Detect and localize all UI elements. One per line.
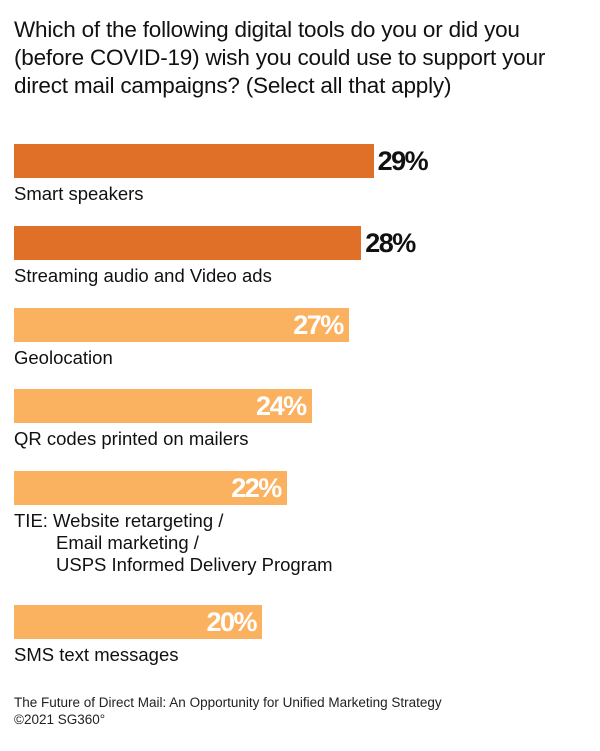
category-label-5: TIE: Website retargeting / Email marketin… <box>14 510 333 576</box>
category-label-2: Streaming audio and Video ads <box>14 265 272 287</box>
bar-value-label-2: 28% <box>365 228 416 258</box>
bar-value-label-5: 22% <box>231 473 282 503</box>
category-label-4: QR codes printed on mailers <box>14 428 248 450</box>
bar-2 <box>14 226 362 260</box>
bar-6 <box>14 605 262 639</box>
category-label-line: Streaming audio and Video ads <box>14 265 272 286</box>
category-label-1: Smart speakers <box>14 183 144 205</box>
category-label-line: TIE: Website retargeting / <box>14 510 224 531</box>
source-line-2: ©2021 SG360° <box>14 712 106 727</box>
source-line-1: The Future of Direct Mail: An Opportunit… <box>14 695 442 710</box>
bar-value-label-3: 27% <box>293 310 344 340</box>
category-label-line: SMS text messages <box>14 644 179 665</box>
bar-5 <box>14 471 287 505</box>
category-label-line: Geolocation <box>14 347 113 368</box>
category-label-line: Smart speakers <box>14 183 144 204</box>
bar-value-label-1: 29% <box>377 146 429 176</box>
source-note: The Future of Direct Mail: An Opportunit… <box>14 694 442 728</box>
category-label-6: SMS text messages <box>14 644 179 666</box>
category-label-3: Geolocation <box>14 347 113 369</box>
bar-value-label-6: 20% <box>206 607 257 637</box>
category-label-line: USPS Informed Delivery Program <box>56 554 333 575</box>
bar-4 <box>14 389 312 423</box>
bar-value-label-4: 24% <box>256 391 307 421</box>
bar-3 <box>14 308 349 342</box>
bar-1 <box>14 144 374 178</box>
category-label-line: QR codes printed on mailers <box>14 428 249 449</box>
category-label-line: Email marketing / <box>56 532 199 553</box>
chart-title: Which of the following digital tools do … <box>14 17 546 98</box>
